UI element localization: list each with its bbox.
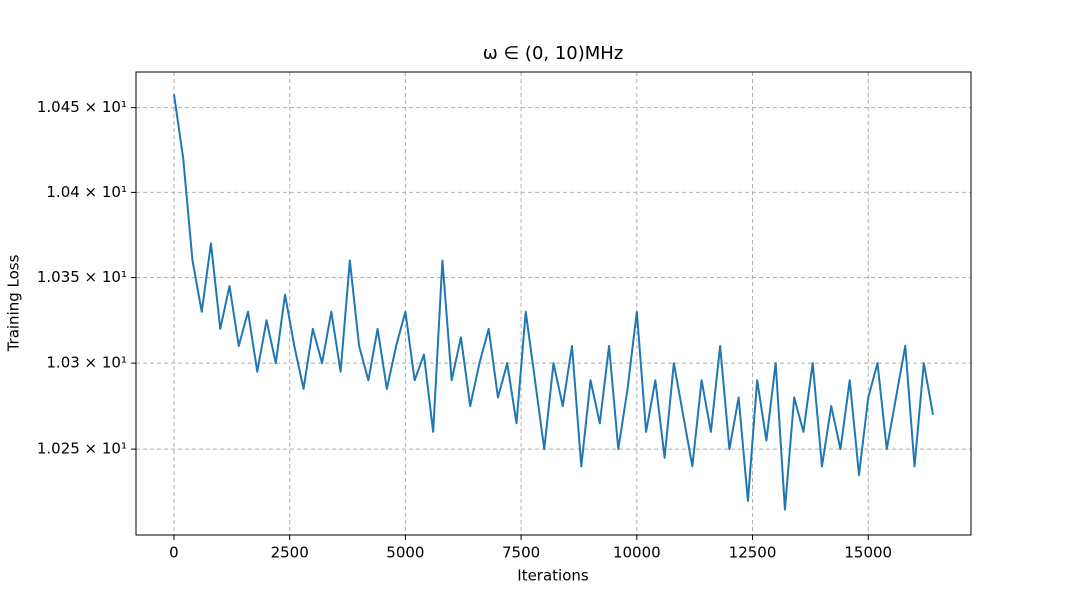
x-tick-label: 10000 [613,544,661,562]
data-line [172,93,935,511]
x-tick-label: 5000 [386,544,424,562]
x-tick-label: 7500 [502,544,540,562]
x-tick-label: 12500 [729,544,777,562]
y-axis-label: Training Loss [5,254,23,352]
x-tick-label: 15000 [844,544,892,562]
x-axis-label: Iterations [517,567,589,585]
x-tick-label: 2500 [271,544,309,562]
y-tick-label: 1.03 × 10¹ [46,354,127,372]
plot-frame [135,71,972,536]
y-tick-label: 1.025 × 10¹ [37,440,127,458]
chart-title: ω ∈ (0, 10)MHz [483,43,624,64]
y-tick-label: 1.04 × 10¹ [46,183,127,201]
x-tick-label: 0 [169,544,179,562]
y-tick-label: 1.045 × 10¹ [37,98,127,116]
y-tick-label: 1.035 × 10¹ [37,268,127,286]
